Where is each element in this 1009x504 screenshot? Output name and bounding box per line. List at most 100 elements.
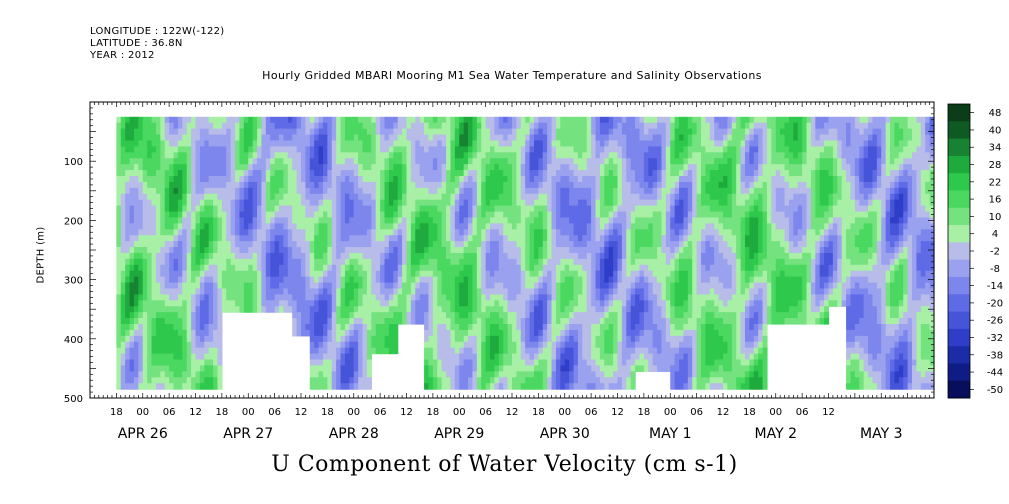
heatmap-cell [512, 241, 517, 248]
heatmap-cell [555, 300, 561, 307]
heatmap-cell [415, 288, 421, 295]
heatmap-cell [516, 371, 522, 378]
heatmap-cell [344, 247, 350, 254]
heatmap-cell [336, 300, 342, 307]
heatmap-cell [261, 247, 267, 254]
heatmap-cell [265, 241, 271, 248]
heatmap-cell [551, 134, 557, 142]
heatmap-cell [296, 181, 302, 189]
heatmap-cell [344, 270, 350, 278]
heatmap-cell [564, 353, 570, 361]
heatmap-cell [608, 140, 614, 147]
heatmap-cell [182, 170, 188, 177]
heatmap-cell [503, 223, 509, 230]
heatmap-cell [353, 347, 359, 355]
heatmap-cell [450, 341, 456, 349]
heatmap-cell [586, 164, 592, 171]
heatmap-cell [164, 270, 170, 278]
heatmap-cell [437, 229, 443, 236]
heatmap-cell [301, 193, 306, 201]
heatmap-cell [608, 270, 614, 278]
heatmap-cell [560, 365, 566, 372]
heatmap-cell [569, 247, 575, 254]
heatmap-cell [468, 300, 474, 307]
heatmap-cell [309, 193, 315, 201]
heatmap-cell [235, 252, 241, 260]
heatmap-cell [331, 235, 337, 242]
heatmap-cell [384, 158, 390, 165]
heatmap-cell [450, 140, 456, 147]
heatmap-cell [459, 181, 465, 189]
heatmap-cell [406, 134, 412, 142]
heatmap-cell [512, 371, 517, 378]
heatmap-cell [520, 329, 526, 337]
heatmap-cell [476, 199, 482, 207]
heatmap-cell [265, 306, 271, 313]
heatmap-cell [221, 176, 227, 183]
heatmap-cell [538, 329, 544, 337]
heatmap-cell [490, 235, 496, 242]
heatmap-cell [520, 116, 526, 124]
heatmap-cell [490, 359, 496, 367]
heatmap-cell [441, 329, 447, 337]
heatmap-cell [591, 383, 597, 390]
heatmap-cell [604, 288, 610, 295]
heatmap-cell [287, 122, 293, 130]
heatmap-cell [538, 300, 544, 307]
heatmap-cell [476, 353, 482, 361]
heatmap-cell [314, 312, 320, 319]
heatmap-cell [586, 270, 592, 278]
heatmap-cell [173, 264, 179, 272]
heatmap-cell [301, 306, 306, 313]
heatmap-cell [402, 282, 408, 290]
heatmap-cell [292, 170, 298, 177]
heatmap-cell [239, 122, 245, 130]
heatmap-cell [428, 223, 434, 230]
heatmap-cell [507, 187, 513, 195]
heatmap-cell [393, 187, 399, 195]
heatmap-cell [481, 359, 487, 367]
heatmap-cell [129, 205, 135, 213]
heatmap-cell [305, 264, 311, 272]
heatmap-cell [569, 318, 575, 325]
heatmap-cell [195, 306, 201, 313]
heatmap-cell [221, 223, 227, 230]
heatmap-cell [239, 205, 245, 213]
heatmap-cell [380, 176, 386, 183]
heatmap-cell [485, 276, 491, 284]
heatmap-cell [490, 306, 496, 313]
heatmap-cell [520, 383, 526, 390]
heatmap-cell [164, 211, 170, 219]
heatmap-cell [147, 170, 153, 177]
heatmap-cell [529, 276, 535, 284]
heatmap-cell [569, 383, 575, 390]
heatmap-cell [366, 152, 372, 159]
heatmap-cell [384, 116, 390, 124]
heatmap-cell [160, 270, 166, 278]
heatmap-cell [490, 300, 496, 307]
heatmap-cell [459, 329, 465, 337]
heatmap-cell [498, 128, 504, 136]
heatmap-cell [573, 294, 579, 301]
heatmap-cell [353, 241, 359, 248]
heatmap-cell [582, 377, 588, 384]
heatmap-cell [208, 264, 214, 272]
heatmap-cell [463, 158, 469, 165]
heatmap-cell [384, 288, 390, 295]
heatmap-cell [494, 134, 500, 142]
heatmap-cell [586, 371, 592, 378]
heatmap-cell [296, 128, 302, 136]
heatmap-cell [204, 365, 210, 372]
heatmap-cell [621, 128, 627, 136]
heatmap-cell [142, 170, 148, 177]
heatmap-cell [516, 335, 522, 343]
heatmap-cell [577, 122, 583, 130]
heatmap-cell [327, 181, 333, 189]
heatmap-cell [507, 164, 513, 171]
heatmap-cell [362, 365, 368, 372]
heatmap-cell [120, 341, 126, 349]
heatmap-cell [133, 288, 139, 295]
heatmap-cell [520, 223, 526, 230]
heatmap-cell [437, 383, 443, 390]
heatmap-cell [257, 158, 263, 165]
